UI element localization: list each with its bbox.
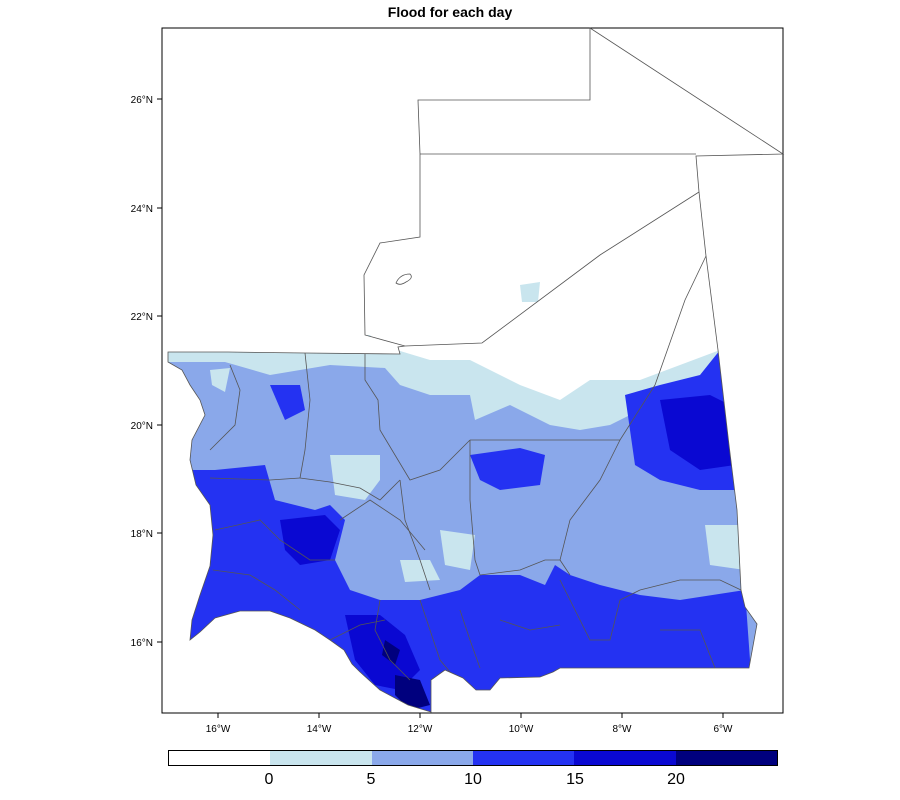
flood-class-area bbox=[280, 515, 340, 565]
y-tick-label: 22°N bbox=[131, 312, 153, 323]
y-tick-label: 20°N bbox=[131, 421, 153, 432]
y-tick-label: 16°N bbox=[131, 638, 153, 649]
x-tick-label: 14°W bbox=[307, 724, 332, 735]
x-tick-label: 12°W bbox=[408, 724, 433, 735]
legend-label: 20 bbox=[667, 771, 685, 788]
flood-class-area bbox=[382, 640, 400, 665]
flood-class-area bbox=[400, 560, 440, 582]
legend-label: 0 bbox=[264, 771, 274, 788]
flood-class-area bbox=[660, 395, 735, 470]
legend-swatch bbox=[169, 751, 271, 765]
legend-swatch bbox=[371, 751, 473, 765]
flood-class-area bbox=[210, 368, 230, 392]
y-tick-label: 18°N bbox=[131, 529, 153, 540]
legend-swatch bbox=[472, 751, 575, 765]
x-tick-label: 6°W bbox=[714, 724, 734, 735]
legend-label: 15 bbox=[566, 771, 584, 788]
legend-label: 10 bbox=[464, 771, 482, 788]
x-tick-label: 16°W bbox=[206, 724, 231, 735]
legend-label: 5 bbox=[366, 771, 376, 788]
lake-outline bbox=[395, 273, 412, 285]
flood-class-area bbox=[270, 385, 305, 420]
flood-class-area bbox=[395, 675, 430, 710]
y-tick-label: 26°N bbox=[131, 95, 153, 106]
x-tick-label: 8°W bbox=[613, 724, 633, 735]
legend-swatch bbox=[675, 751, 777, 765]
flood-class-area bbox=[470, 448, 545, 490]
legend-swatch bbox=[574, 751, 676, 765]
flood-class-area bbox=[705, 525, 745, 570]
axis-ticks bbox=[157, 98, 724, 718]
y-tick-label: 24°N bbox=[131, 204, 153, 215]
x-tick-label: 10°W bbox=[509, 724, 534, 735]
flood-class-area bbox=[440, 530, 475, 570]
flood-class-area bbox=[330, 455, 380, 500]
color-legend bbox=[168, 750, 778, 766]
flood-class-area bbox=[520, 282, 540, 302]
boundaries bbox=[167, 27, 784, 713]
map-title: Flood for each day bbox=[387, 4, 513, 20]
legend-swatch bbox=[270, 751, 372, 765]
